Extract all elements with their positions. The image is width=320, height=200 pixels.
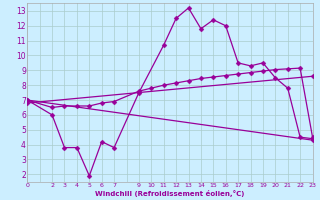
X-axis label: Windchill (Refroidissement éolien,°C): Windchill (Refroidissement éolien,°C) — [95, 190, 244, 197]
